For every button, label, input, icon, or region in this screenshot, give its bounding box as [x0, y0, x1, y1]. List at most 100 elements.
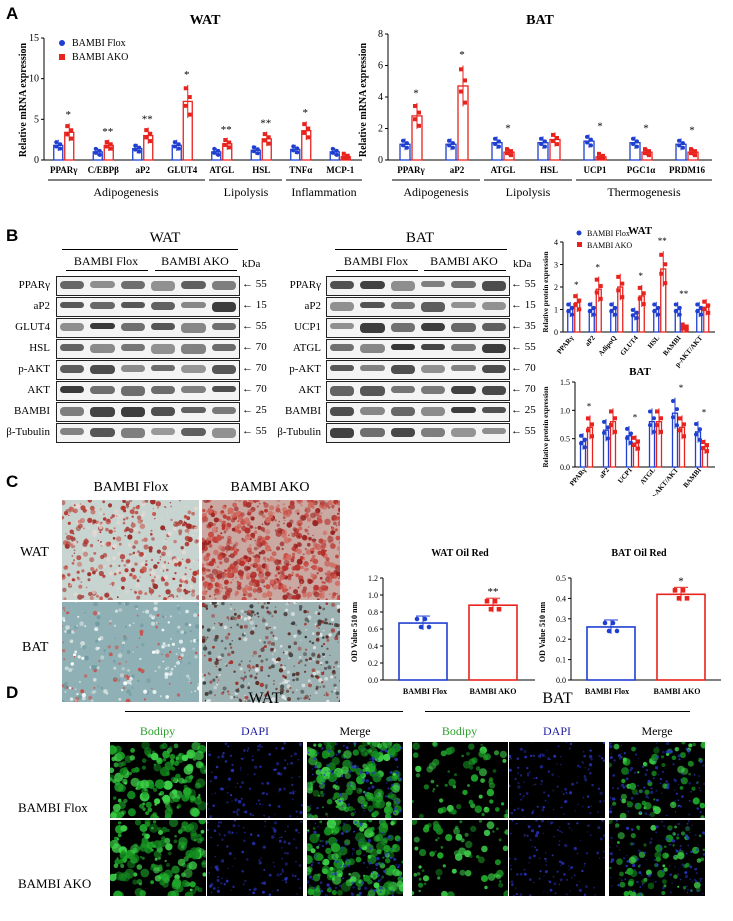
wbwat-band-1-0 [60, 302, 85, 308]
wbwat-band-5-4 [181, 386, 206, 393]
bat-ytick-1: 2 [378, 124, 383, 135]
if-bat-dapi-ako-image [509, 820, 605, 896]
m-bat-flox-texture [62, 602, 199, 702]
oilwat-ytick-2: 0.4 [368, 642, 378, 651]
wbbat-band-7-1 [360, 428, 385, 437]
bat-ytick-0: 0 [378, 155, 383, 166]
oilbat-ytick-2: 0.2 [556, 635, 566, 644]
wbwat-row-label-2: GLUT4 [15, 321, 50, 333]
if-bat-merge-ako-image [609, 820, 705, 896]
bat-xlabel-6: PRDM16 [669, 165, 705, 175]
wbbat-blot-3 [326, 339, 510, 359]
wbwat-band-2-4 [181, 323, 206, 333]
bat-ytick-2: 4 [378, 92, 383, 103]
wbwat-band-0-1 [90, 281, 115, 288]
bat-sig-0: * [413, 88, 419, 100]
wbbat-band-2-2 [390, 323, 415, 332]
if-wat-title: WAT [248, 690, 282, 707]
wbwat-band-4-4 [181, 365, 206, 373]
oilbat-sig: * [678, 575, 684, 587]
wbbat-band-6-5 [481, 407, 506, 413]
wbbat-row-label-5: AKT [298, 384, 321, 396]
wbwat-kda-marker-2: ← 55 [242, 320, 267, 332]
m-bat-ako-texture [202, 602, 340, 702]
bat-ylabel: Relative mRNA expression [358, 42, 369, 157]
wbbat-kda-marker-1: ← 15 [511, 299, 536, 311]
wbbat-blot-1 [326, 297, 510, 317]
wbbat-kda-marker-2: ← 35 [511, 320, 536, 332]
wbbat-band-0-4 [451, 281, 476, 288]
m-wat-flox-texture [62, 500, 199, 600]
wbwat-row-label-0: PPARγ [18, 279, 50, 291]
oilwat-ytick-6: 1.2 [368, 574, 378, 583]
bat-sig-1: * [459, 49, 465, 61]
wbbat-sig-2: * [633, 412, 638, 422]
wbwat-row-label-5: AKT [27, 384, 50, 396]
wbbat-band-4-0 [330, 365, 355, 371]
if-wat-merge-label: Merge [339, 724, 371, 738]
wbbat-blot-7 [326, 423, 510, 443]
wbbat-band-7-5 [481, 428, 506, 434]
wbbat-band-3-2 [390, 344, 415, 350]
oilbat-ytick-0: 0.0 [556, 676, 566, 685]
wbbat-band-3-4 [451, 344, 476, 351]
wat-ytick-0: 0 [34, 155, 39, 166]
oilwat-ytick-5: 1.0 [368, 591, 378, 600]
wbwat-kda-marker-1: ← 15 [242, 299, 267, 311]
oil-wat-x-flox: BAMBI Flox [403, 687, 447, 696]
wbwat-band-7-5 [211, 428, 236, 438]
if-bat-title: BAT [542, 690, 573, 707]
wbbat-band-3-3 [421, 344, 446, 350]
if-bat-bodipy-flox-image [412, 742, 508, 818]
wbwat-band-4-3 [151, 365, 176, 371]
q2-ytick-1: 0.5 [560, 435, 570, 444]
wbbat-band-4-5 [481, 365, 506, 373]
wb-wat-ako: BAMBI AKO [161, 254, 229, 268]
wbbat-band-3-1 [360, 344, 385, 353]
wat-group-adipogenesis: Adipogenesis [93, 185, 159, 199]
bat-chart-title: BAT [526, 13, 554, 28]
orom-wat-ako-image [202, 500, 340, 600]
q2-ytick-0: 0.0 [560, 463, 570, 472]
wbbat-band-1-3 [421, 302, 446, 312]
wbbat-kda-marker-7: ← 55 [511, 425, 536, 437]
wbbat-row-label-4: p-AKT [289, 363, 321, 375]
wbwat-kda-marker-4: ← 70 [242, 362, 267, 374]
q1-ytick-2: 2 [554, 283, 558, 292]
wb-wat-flox: BAMBI Flox [73, 254, 139, 268]
wbbat-band-2-4 [451, 323, 476, 332]
oilwat-bar-0 [398, 622, 448, 681]
wbwat-sig-4: ** [658, 236, 668, 246]
wbwat-xlabel-3: GLUT4 [619, 334, 640, 357]
wbwat-band-3-1 [90, 344, 115, 353]
oil-wat-x-ako: BAMBI AKO [470, 687, 517, 696]
q1-ytick-0: 0 [554, 328, 558, 337]
wbwat-blot-1 [56, 297, 240, 317]
if-bat-dapi-flox-image [509, 742, 605, 818]
wb-bat-title: BAT [405, 230, 435, 246]
oil-bat-x-flox: BAMBI Flox [585, 687, 629, 696]
wbbat-kda-marker-4: ← 70 [511, 362, 536, 374]
wb-wat-legend-flox: BAMBI Flox [587, 229, 630, 238]
wb-bat-kda: kDa [513, 258, 532, 270]
wbwat-band-2-3 [151, 323, 176, 330]
panel-label-b: B [6, 226, 19, 245]
wbbat-band-5-2 [390, 386, 415, 393]
wb-bat-quant-ylabel: Relative protein expression [542, 386, 550, 467]
wbwat-band-4-1 [90, 365, 115, 374]
wbwat-row-label-1: aP2 [33, 300, 51, 312]
wbwat-band-6-3 [151, 407, 176, 416]
bat-ytick-3: 6 [378, 61, 383, 72]
wat-sig-0: * [66, 109, 72, 121]
wbwat-sig-0: * [574, 280, 579, 290]
wbbat-band-1-1 [360, 302, 385, 308]
q2-ytick-3: 1.5 [560, 378, 570, 387]
wbwat-band-1-3 [151, 302, 176, 310]
oilwat-ytick-1: 0.2 [368, 659, 378, 668]
wbbat-band-7-4 [451, 428, 476, 437]
wat-xlabel-6: TNFα [289, 165, 312, 175]
panel-b-quant: WAT Relative protein expression BAMBI Fl… [542, 225, 715, 472]
wat-xlabel-3: GLUT4 [167, 165, 198, 175]
wat-xlabel-2: aP2 [136, 165, 151, 175]
wat-sig-4: ** [221, 124, 232, 136]
